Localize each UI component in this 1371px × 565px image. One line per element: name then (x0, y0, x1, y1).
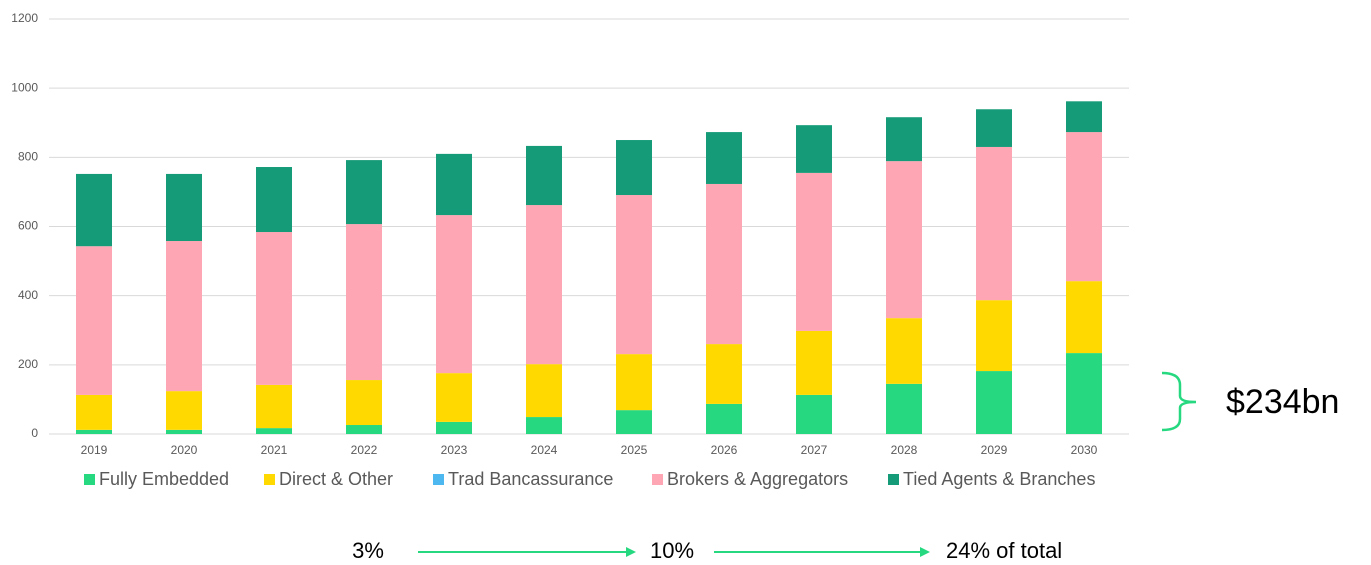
legend-label: Tied Agents & Branches (903, 469, 1095, 489)
bar-segment (256, 384, 292, 429)
bar-segment (616, 410, 652, 434)
bar-segment (436, 215, 472, 374)
bar-segment (976, 109, 1012, 147)
legend-swatch (433, 474, 444, 485)
bar-segment (976, 371, 1012, 434)
bar-segment (166, 429, 202, 434)
y-tick-label: 1000 (11, 80, 38, 94)
bar-segment (706, 403, 742, 434)
arrow-head (920, 547, 930, 557)
bracket (1161, 371, 1197, 432)
x-tick-label: 2021 (261, 443, 288, 457)
x-tick-label: 2030 (1071, 443, 1098, 457)
bar-segment (706, 183, 742, 345)
bar-segment (616, 140, 652, 196)
bar-segment (436, 153, 472, 216)
bar-segment (256, 428, 292, 434)
y-tick-label: 800 (18, 150, 38, 164)
bar-segment (526, 145, 562, 206)
x-tick-label: 2020 (171, 443, 198, 457)
legend-label: Direct & Other (279, 469, 393, 489)
bar-segment (526, 417, 562, 434)
annotation: 3% (352, 538, 384, 563)
bar-segment (886, 161, 922, 319)
bar-segment (346, 160, 382, 225)
x-tick-label: 2023 (441, 443, 468, 457)
y-tick-label: 600 (18, 219, 38, 233)
annotation: 10% (650, 538, 694, 563)
bar-segment (886, 383, 922, 434)
bar-segment (526, 205, 562, 365)
x-tick-label: 2019 (81, 443, 108, 457)
bar-segment (796, 330, 832, 395)
annotation: 24% of total (946, 538, 1062, 563)
legend-label: Trad Bancassurance (448, 469, 613, 489)
bar-segment (166, 391, 202, 430)
bar-segment (436, 421, 472, 434)
bar-segment (886, 117, 922, 162)
bar-segment (706, 132, 742, 184)
bar-segment (346, 380, 382, 426)
y-tick-label: 400 (18, 288, 38, 302)
legend-swatch (652, 474, 663, 485)
bar-segment (1066, 281, 1102, 354)
bar-segment (1066, 101, 1102, 133)
bar-segment (166, 173, 202, 242)
bar-segment (616, 195, 652, 355)
bar-segment (76, 173, 112, 247)
x-tick-label: 2029 (981, 443, 1008, 457)
bar-segment (76, 429, 112, 434)
bar-segment (796, 172, 832, 331)
bar-segment (976, 146, 1012, 301)
x-tick-label: 2025 (621, 443, 648, 457)
bar-segment (976, 300, 1012, 372)
bar-segment (76, 246, 112, 395)
bar-segment (346, 425, 382, 434)
bar-segment (166, 241, 202, 392)
arrow-head (626, 547, 636, 557)
x-tick-label: 2024 (531, 443, 558, 457)
bar-segment (436, 373, 472, 422)
x-tick-label: 2026 (711, 443, 738, 457)
bar-segment (796, 394, 832, 434)
y-tick-label: 0 (31, 426, 38, 440)
bar-segment (256, 232, 292, 385)
x-tick-label: 2022 (351, 443, 378, 457)
y-tick-label: 1200 (11, 11, 38, 25)
bar-segment (886, 318, 922, 384)
bar-segment (76, 394, 112, 430)
bar-segment (706, 344, 742, 404)
x-tick-label: 2027 (801, 443, 828, 457)
x-tick-label: 2028 (891, 443, 918, 457)
bar-segment (796, 125, 832, 173)
legend-swatch (264, 474, 275, 485)
legend-swatch (888, 474, 899, 485)
bar-segment (526, 364, 562, 418)
bar-segment (616, 354, 652, 411)
legend-swatch (84, 474, 95, 485)
bar-segment (1066, 132, 1102, 282)
y-tick-label: 200 (18, 357, 38, 371)
bar-segment (346, 224, 382, 381)
bar-segment (256, 167, 292, 233)
annotation: $234bn (1226, 383, 1339, 421)
bar-segment (1066, 353, 1102, 434)
legend-label: Fully Embedded (99, 469, 229, 489)
legend-label: Brokers & Aggregators (667, 469, 848, 489)
